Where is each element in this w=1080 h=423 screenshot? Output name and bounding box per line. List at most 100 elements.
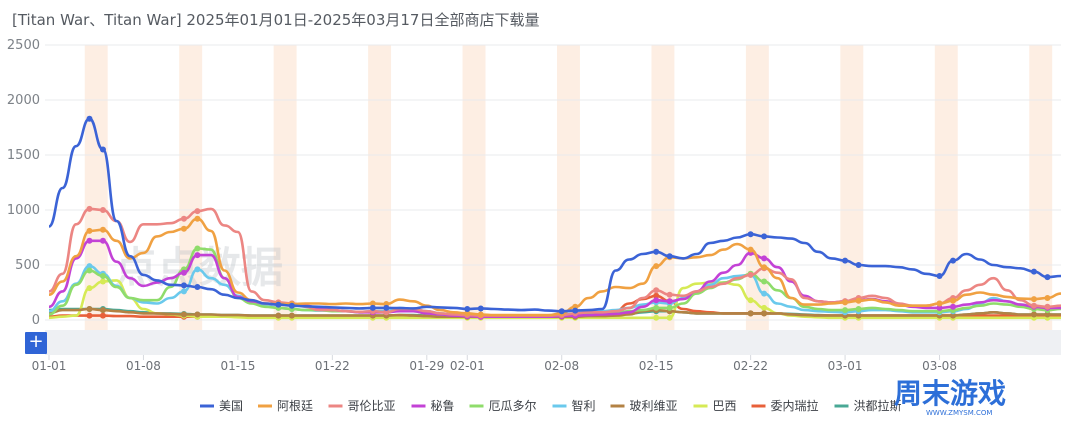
data-point[interactable]: [275, 301, 282, 308]
legend-item[interactable]: 阿根廷: [258, 399, 313, 413]
data-point[interactable]: [1044, 274, 1051, 281]
data-point[interactable]: [761, 255, 768, 262]
data-point[interactable]: [99, 312, 106, 319]
add-button[interactable]: +: [25, 332, 47, 354]
data-point[interactable]: [1030, 268, 1037, 275]
data-point[interactable]: [369, 304, 376, 311]
data-point[interactable]: [194, 284, 201, 290]
data-point[interactable]: [194, 266, 201, 273]
data-point[interactable]: [180, 215, 187, 222]
legend-item[interactable]: 智利: [552, 398, 596, 413]
legend-item[interactable]: 美国: [200, 399, 243, 413]
data-point[interactable]: [369, 300, 376, 307]
data-point[interactable]: [86, 312, 93, 319]
data-point[interactable]: [464, 306, 471, 312]
data-point[interactable]: [1030, 311, 1037, 318]
data-point[interactable]: [761, 304, 768, 311]
data-point[interactable]: [180, 288, 187, 295]
data-point[interactable]: [747, 231, 754, 238]
legend-item[interactable]: 委内瑞拉: [751, 398, 819, 413]
data-point[interactable]: [86, 263, 93, 270]
data-point[interactable]: [288, 312, 295, 319]
series-line-1[interactable]: [48, 117, 1061, 313]
data-point[interactable]: [99, 307, 106, 314]
data-point[interactable]: [950, 257, 957, 264]
data-point[interactable]: [936, 273, 943, 279]
data-point[interactable]: [180, 269, 187, 276]
data-point[interactable]: [86, 227, 93, 234]
data-point[interactable]: [477, 305, 484, 312]
data-point[interactable]: [86, 267, 93, 274]
data-point[interactable]: [180, 225, 187, 232]
data-point[interactable]: [855, 297, 862, 304]
data-point[interactable]: [558, 308, 565, 315]
legend-item[interactable]: 巴西: [693, 399, 737, 413]
data-point[interactable]: [1044, 295, 1051, 301]
series-line-2[interactable]: [48, 217, 1061, 317]
data-point[interactable]: [666, 314, 673, 321]
data-point[interactable]: [653, 304, 660, 311]
data-point[interactable]: [86, 205, 93, 212]
data-point[interactable]: [1030, 302, 1037, 309]
data-point[interactable]: [464, 310, 471, 317]
data-point[interactable]: [653, 263, 660, 270]
data-point[interactable]: [572, 307, 579, 314]
data-point[interactable]: [747, 310, 754, 317]
data-point[interactable]: [477, 311, 484, 318]
data-point[interactable]: [99, 278, 106, 285]
data-point[interactable]: [1044, 311, 1051, 318]
data-point[interactable]: [653, 314, 660, 321]
data-point[interactable]: [855, 312, 862, 319]
data-point[interactable]: [194, 311, 201, 318]
data-point[interactable]: [936, 304, 943, 311]
data-point[interactable]: [666, 291, 673, 298]
data-point[interactable]: [383, 304, 390, 311]
data-point[interactable]: [288, 302, 295, 309]
data-point[interactable]: [99, 273, 106, 279]
legend-item[interactable]: 玻利维亚: [610, 399, 678, 413]
data-point[interactable]: [842, 299, 849, 306]
data-point[interactable]: [86, 285, 93, 292]
data-point[interactable]: [761, 310, 768, 317]
data-point[interactable]: [761, 264, 768, 271]
data-point[interactable]: [950, 303, 957, 310]
data-point[interactable]: [180, 311, 187, 318]
data-point[interactable]: [747, 246, 754, 253]
data-point[interactable]: [761, 278, 768, 285]
data-point[interactable]: [194, 252, 201, 259]
data-point[interactable]: [1044, 303, 1051, 310]
data-point[interactable]: [99, 146, 106, 153]
data-point[interactable]: [842, 307, 849, 314]
legend-item[interactable]: 秘鲁: [411, 399, 455, 413]
legend-item[interactable]: 厄瓜多尔: [469, 398, 537, 413]
data-point[interactable]: [761, 233, 768, 240]
data-point[interactable]: [950, 297, 957, 304]
data-point[interactable]: [99, 237, 106, 244]
data-point[interactable]: [653, 287, 660, 294]
data-point[interactable]: [99, 207, 106, 213]
data-point[interactable]: [653, 297, 660, 304]
data-point[interactable]: [842, 257, 849, 264]
data-point[interactable]: [86, 237, 93, 244]
data-point[interactable]: [761, 290, 768, 297]
zoom-slider-track[interactable]: [45, 330, 1061, 355]
legend-item[interactable]: 哥伦比亚: [328, 398, 396, 413]
legend-item[interactable]: 洪都拉斯: [834, 398, 902, 413]
data-point[interactable]: [275, 312, 282, 319]
data-point[interactable]: [86, 306, 93, 312]
data-point[interactable]: [99, 226, 106, 233]
legend[interactable]: 美国 阿根廷 哥伦比亚 秘鲁 厄瓜多尔 智利 玻利维亚 巴西 委内瑞拉 洪都拉斯: [200, 398, 902, 413]
data-point[interactable]: [936, 300, 943, 307]
data-point[interactable]: [194, 245, 201, 252]
data-point[interactable]: [180, 282, 187, 289]
data-point[interactable]: [855, 306, 862, 312]
data-point[interactable]: [1030, 296, 1037, 303]
data-point[interactable]: [86, 115, 93, 122]
data-point[interactable]: [855, 262, 862, 268]
data-point[interactable]: [383, 309, 390, 316]
data-point[interactable]: [950, 312, 957, 319]
data-point[interactable]: [747, 271, 754, 278]
data-point[interactable]: [194, 208, 201, 215]
data-point[interactable]: [194, 215, 201, 222]
data-point[interactable]: [666, 304, 673, 311]
